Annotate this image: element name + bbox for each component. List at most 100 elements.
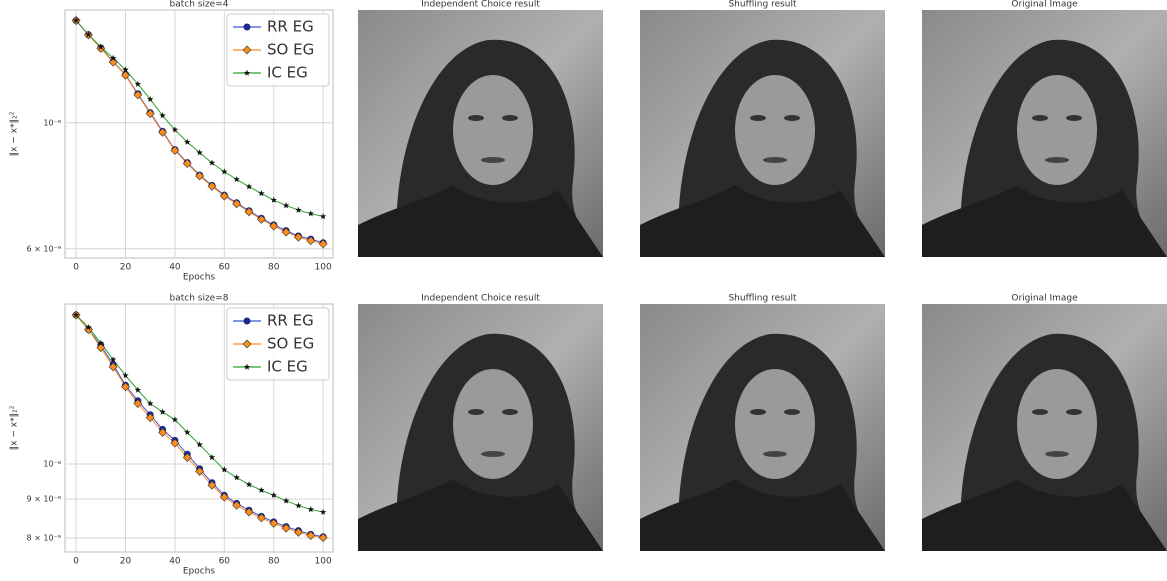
face (1017, 369, 1097, 479)
legend-label: IC EG (267, 64, 308, 82)
image (640, 10, 885, 257)
marker (306, 531, 316, 540)
eye (1066, 409, 1082, 415)
marker (121, 382, 130, 392)
marker (145, 109, 155, 119)
marker (307, 506, 314, 513)
cloak (922, 479, 1167, 551)
marker (232, 500, 242, 510)
marker (281, 523, 291, 533)
y-tick-label: 6 × 10⁻⁹ (27, 244, 62, 253)
image-title: Original Image (1011, 0, 1078, 10)
marker (295, 206, 302, 213)
marker (134, 80, 142, 87)
marker (170, 146, 180, 155)
marker (97, 339, 105, 346)
y-tick-label: 10⁻⁸ (43, 118, 61, 127)
y-axis-label: ‖x − x*‖₂² (10, 111, 20, 156)
eye (502, 409, 518, 415)
face (453, 369, 533, 479)
marker (306, 236, 316, 246)
mouth (481, 451, 505, 457)
marker (171, 126, 179, 133)
marker (245, 183, 253, 190)
legend-label: SO EG (267, 41, 314, 59)
y-tick-label: 8 × 10⁻⁹ (27, 534, 62, 543)
marker (258, 486, 265, 493)
x-axis-label: Epochs (183, 567, 216, 577)
marker (109, 54, 117, 61)
marker (270, 491, 277, 499)
y-axis-label: ‖x − x*‖₂² (10, 405, 20, 450)
marker (121, 70, 130, 80)
eye (468, 115, 484, 121)
image-title: Shuffling result (728, 294, 797, 304)
legend-label: RR EG (267, 312, 314, 330)
marker (109, 356, 117, 363)
legend-marker (242, 45, 252, 55)
image (922, 10, 1167, 257)
eye (784, 115, 800, 121)
mouth (763, 451, 787, 457)
image (358, 304, 603, 551)
marker (196, 149, 203, 156)
marker (281, 227, 291, 237)
marker (96, 343, 106, 353)
legend-label: IC EG (267, 358, 308, 376)
marker (158, 427, 167, 437)
marker (208, 159, 216, 166)
marker (244, 207, 254, 217)
marker (219, 191, 229, 201)
marker (108, 362, 118, 372)
legend-label: SO EG (267, 335, 314, 353)
cloak (640, 479, 885, 551)
eye (502, 115, 518, 121)
image-title: Independent Choice result (421, 294, 540, 304)
cloak (358, 479, 603, 551)
marker (208, 454, 216, 461)
marker (133, 399, 143, 408)
eye (750, 115, 766, 121)
marker (146, 400, 154, 407)
marker (146, 95, 154, 103)
mouth (1045, 157, 1069, 163)
x-tick-label: 0 (73, 557, 79, 567)
x-tick-label: 80 (268, 263, 280, 273)
marker (182, 159, 192, 168)
legend-marker (243, 23, 251, 31)
marker (245, 481, 253, 488)
marker (221, 466, 228, 473)
x-tick-label: 40 (169, 263, 181, 273)
marker (182, 453, 192, 462)
y-tick-label: 9 × 10⁻⁹ (27, 494, 62, 503)
image (358, 10, 603, 257)
face (1017, 75, 1097, 185)
marker (134, 386, 142, 393)
marker (72, 17, 80, 24)
marker (219, 492, 229, 502)
marker (170, 438, 180, 448)
marker (159, 112, 166, 119)
eye (468, 409, 484, 415)
marker (319, 508, 327, 515)
marker (84, 325, 93, 334)
mouth (763, 157, 787, 163)
marker (256, 513, 266, 523)
cloak (358, 185, 603, 257)
image (922, 304, 1167, 551)
chart-title: batch size=4 (170, 0, 229, 10)
marker (85, 31, 92, 38)
x-tick-label: 100 (315, 263, 332, 273)
x-tick-label: 60 (219, 263, 231, 273)
marker (269, 221, 279, 231)
marker (108, 57, 118, 67)
eye (750, 409, 766, 415)
x-tick-label: 0 (73, 263, 79, 273)
marker (319, 213, 327, 220)
legend-label: RR EG (267, 18, 314, 36)
image-title: Original Image (1011, 294, 1078, 304)
marker (196, 441, 203, 448)
marker (97, 43, 105, 50)
chart-title: batch size=8 (170, 294, 229, 304)
eye (1032, 115, 1048, 121)
